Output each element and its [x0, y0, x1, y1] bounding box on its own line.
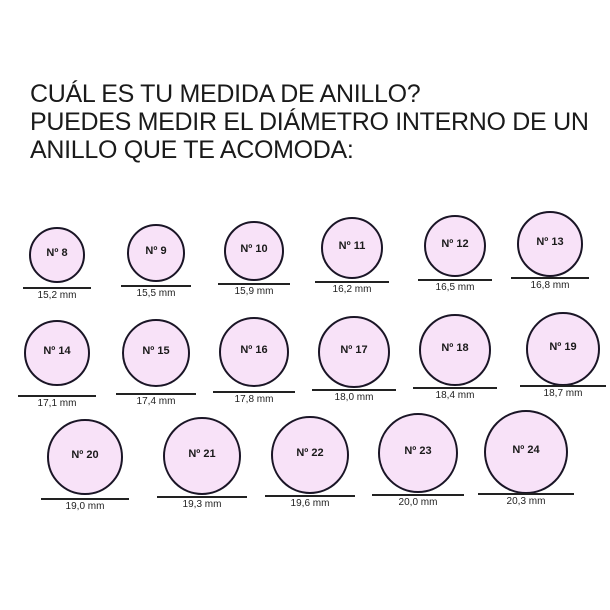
diameter-line: [312, 389, 396, 391]
diameter-label: 19,0 mm: [65, 501, 105, 512]
ring-size-label: Nº 24: [512, 444, 540, 456]
ring-size-label: Nº 20: [71, 449, 99, 461]
diameter-line: [315, 281, 389, 283]
diameter-label: 17,8 mm: [234, 394, 274, 405]
diameter-label: 19,3 mm: [182, 499, 222, 510]
ring-circle: Nº 8: [29, 227, 85, 283]
chart-title: CUÁL ES TU MEDIDA DE ANILLO? PUEDES MEDI…: [30, 80, 589, 164]
ring-size-label: Nº 10: [240, 243, 268, 255]
ring-circle: Nº 20: [47, 419, 123, 495]
ring-circle: Nº 22: [271, 416, 349, 494]
ring-size-label: Nº 9: [145, 245, 167, 257]
title-line: ANILLO QUE TE ACOMODA:: [30, 136, 354, 164]
diameter-line: [372, 494, 464, 496]
diameter-line: [23, 287, 91, 289]
diameter-label: 20,3 mm: [506, 496, 546, 507]
diameter-label: 18,4 mm: [435, 390, 475, 401]
ring-size-label: Nº 12: [441, 238, 469, 250]
ring-circle: Nº 11: [321, 217, 383, 279]
diameter-label: 17,1 mm: [37, 398, 77, 409]
ring-size-label: Nº 18: [441, 342, 469, 354]
ring-size-label: Nº 13: [536, 236, 564, 248]
ring-size-label: Nº 8: [46, 247, 68, 259]
ring-circle: Nº 10: [224, 221, 284, 281]
diameter-label: 20,0 mm: [398, 497, 438, 508]
diameter-label: 15,2 mm: [37, 290, 77, 301]
diameter-line: [413, 387, 497, 389]
ring-size-label: Nº 22: [296, 447, 324, 459]
ring-size-label: Nº 14: [43, 345, 71, 357]
ring-circle: Nº 21: [163, 417, 241, 495]
ring-circle: Nº 14: [24, 320, 90, 386]
ring-circle: Nº 9: [127, 224, 185, 282]
diameter-label: 18,0 mm: [334, 392, 374, 403]
diameter-line: [41, 498, 129, 500]
diameter-line: [265, 495, 355, 497]
ring-size-label: Nº 17: [340, 344, 368, 356]
diameter-label: 17,4 mm: [136, 396, 176, 407]
ring-circle: Nº 19: [526, 312, 600, 386]
ring-circle: Nº 15: [122, 319, 190, 387]
diameter-label: 19,6 mm: [290, 498, 330, 509]
ring-size-label: Nº 11: [338, 240, 366, 252]
diameter-line: [511, 277, 589, 279]
ring-size-label: Nº 23: [404, 445, 432, 457]
diameter-label: 15,9 mm: [234, 286, 274, 297]
ring-circle: Nº 12: [424, 215, 486, 277]
diameter-line: [418, 279, 492, 281]
diameter-line: [157, 496, 247, 498]
ring-circle: Nº 16: [219, 317, 289, 387]
ring-size-label: Nº 16: [240, 344, 268, 356]
diameter-line: [18, 395, 96, 397]
diameter-line: [116, 393, 196, 395]
ring-circle: Nº 13: [517, 211, 583, 277]
ring-circle: Nº 18: [419, 314, 491, 386]
diameter-label: 18,7 mm: [543, 388, 583, 399]
ring-size-label: Nº 15: [142, 345, 170, 357]
diameter-label: 16,5 mm: [435, 282, 475, 293]
diameter-label: 16,8 mm: [530, 280, 570, 291]
diameter-line: [213, 391, 295, 393]
diameter-line: [121, 285, 191, 287]
title-line: PUEDES MEDIR EL DIÁMETRO INTERNO DE UN: [30, 108, 589, 136]
diameter-label: 16,2 mm: [332, 284, 372, 295]
diameter-line: [218, 283, 290, 285]
ring-size-label: Nº 21: [188, 448, 216, 460]
ring-circle: Nº 23: [378, 413, 458, 493]
diameter-line: [478, 493, 574, 495]
title-line: CUÁL ES TU MEDIDA DE ANILLO?: [30, 80, 421, 108]
ring-size-label: Nº 19: [549, 341, 577, 353]
ring-circle: Nº 17: [318, 316, 390, 388]
diameter-line: [520, 385, 606, 387]
ring-circle: Nº 24: [484, 410, 568, 494]
diameter-label: 15,5 mm: [136, 288, 176, 299]
